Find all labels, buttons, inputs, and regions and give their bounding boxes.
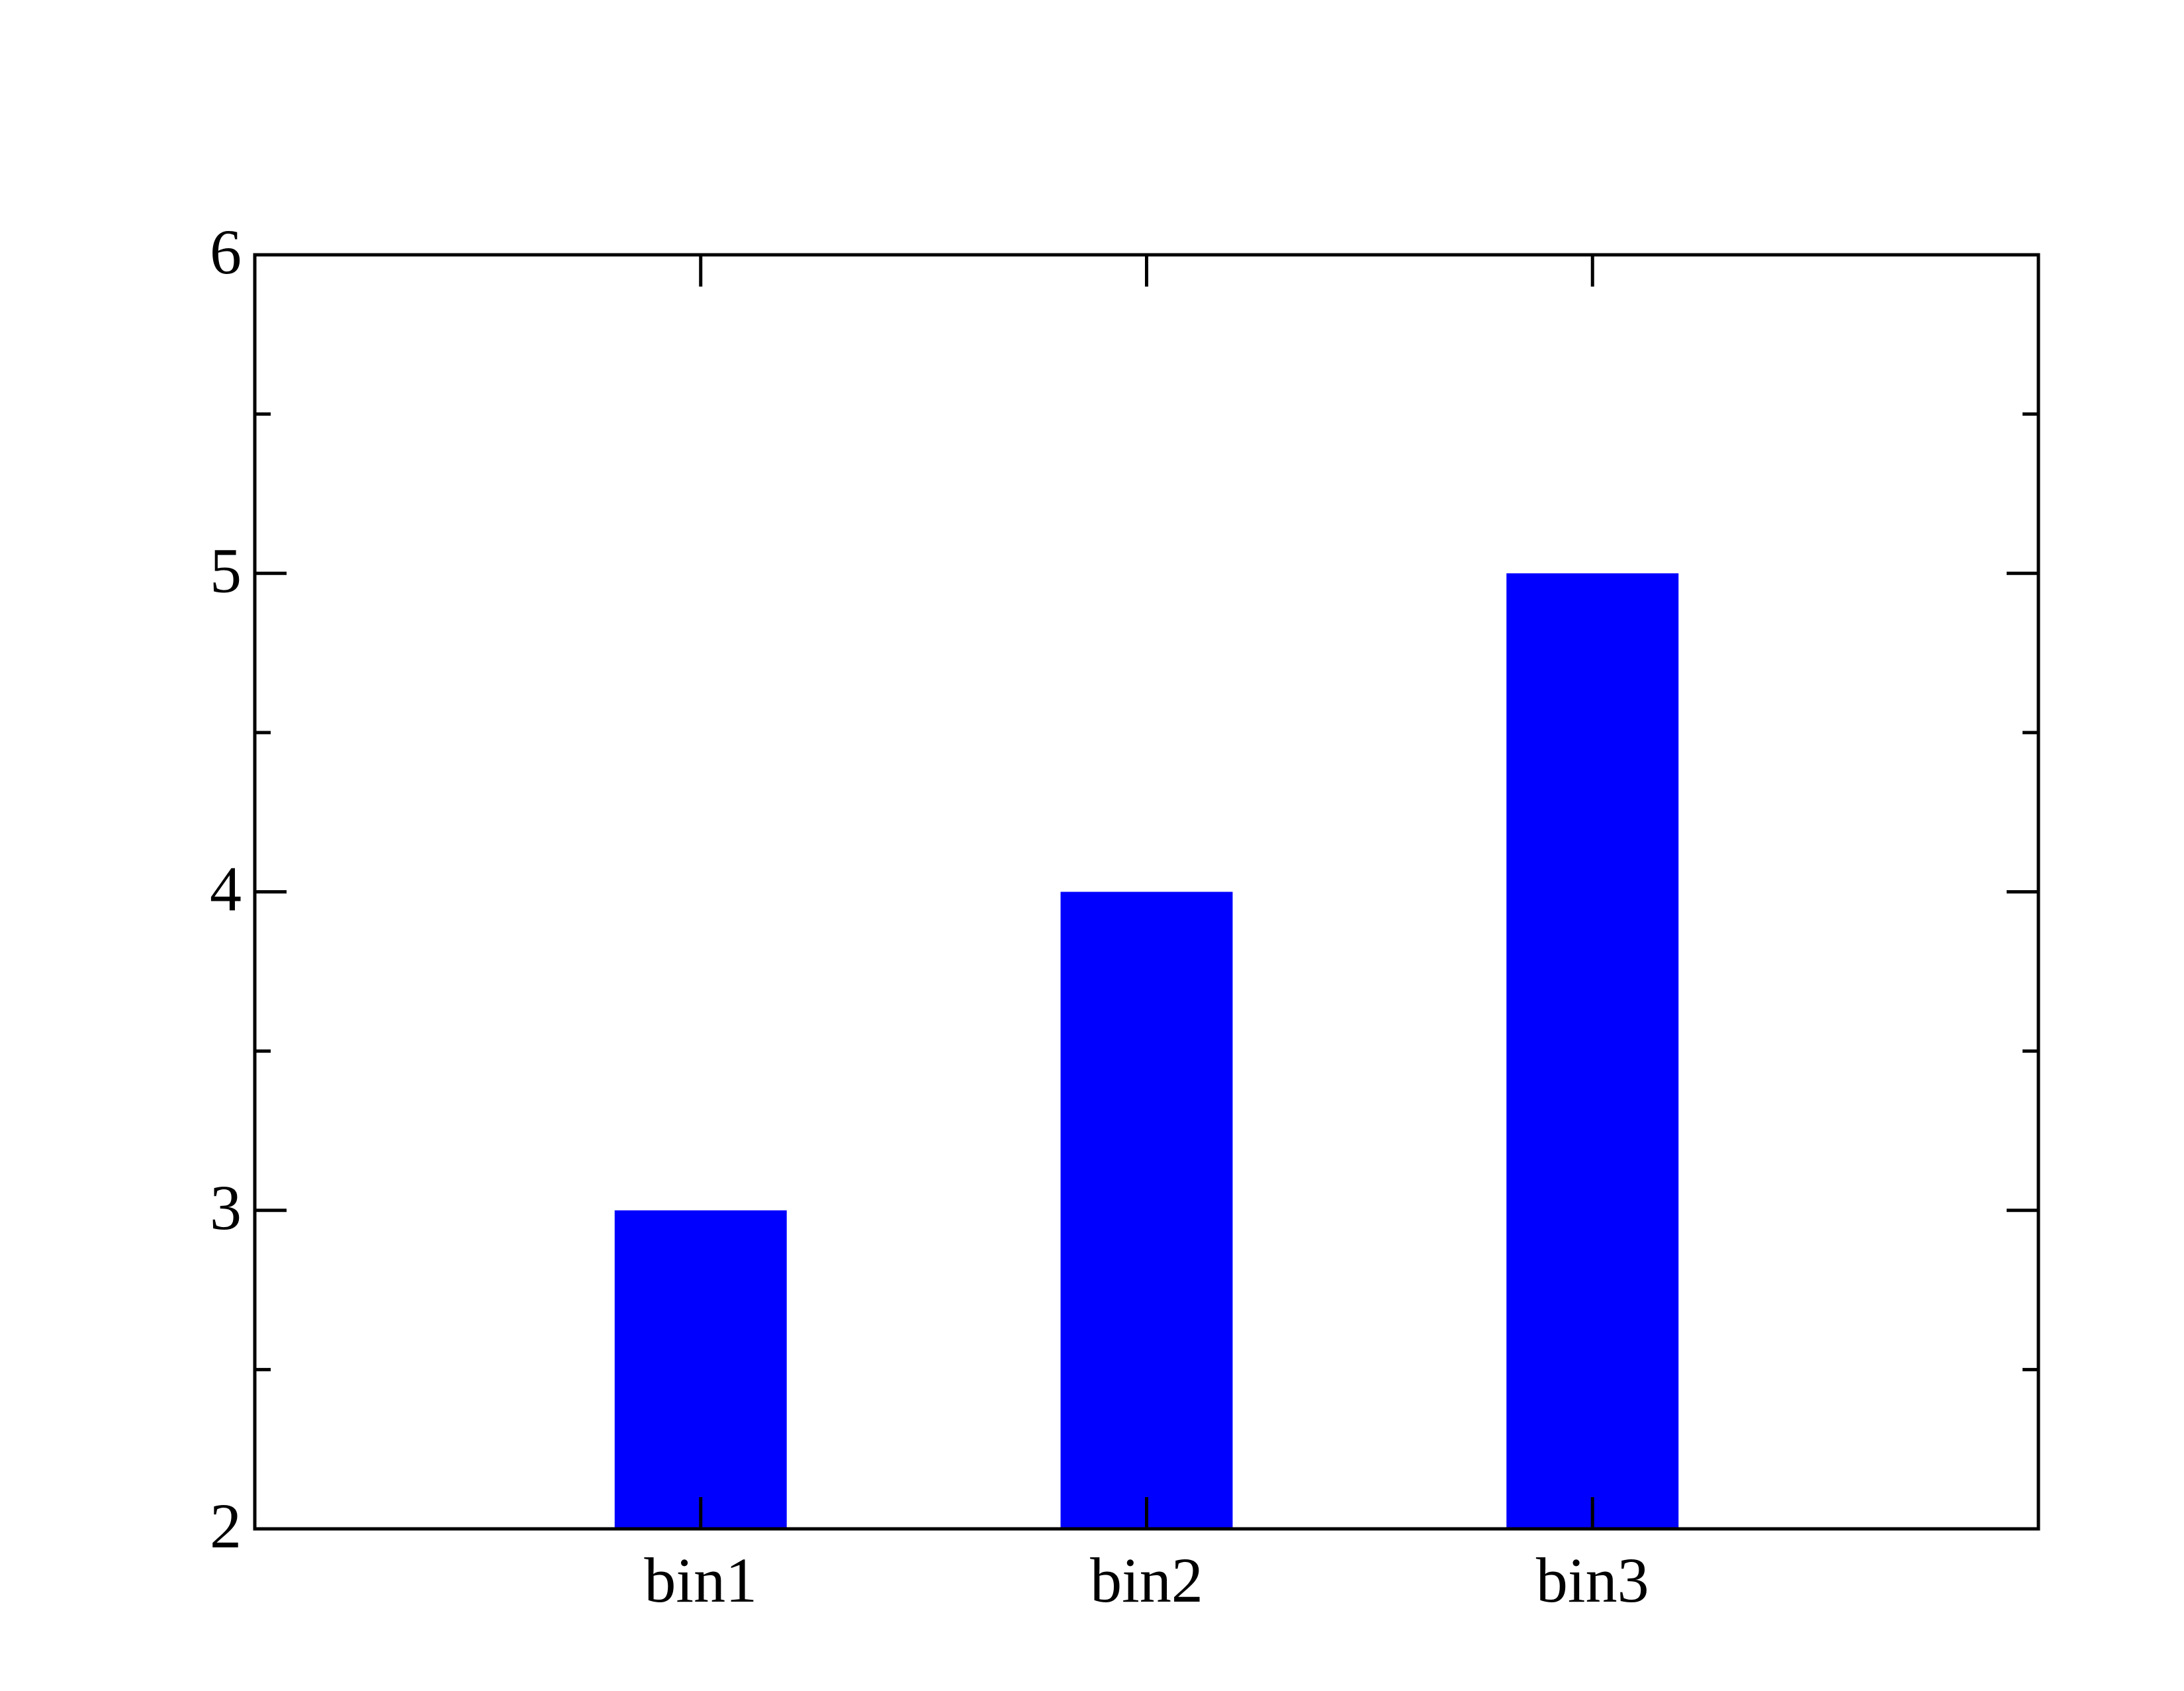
tick-labels-layer: 2 3 4 5 6 bin1 bin2 bin3 — [210, 216, 1649, 1616]
x-tick-label: bin2 — [1090, 1545, 1203, 1616]
y-tick-label: 3 — [210, 1172, 242, 1243]
x-tick-label: bin1 — [644, 1545, 757, 1616]
bar-bin3 — [1506, 573, 1679, 1529]
y-tick-label: 6 — [210, 216, 242, 287]
x-tick-label: bin3 — [1536, 1545, 1649, 1616]
bars-layer — [614, 573, 1679, 1529]
y-tick-label: 5 — [210, 535, 242, 606]
ticks-layer — [255, 253, 2038, 1531]
bar-bin1 — [614, 1210, 787, 1529]
bar-bin2 — [1060, 891, 1233, 1529]
y-tick-label: 4 — [210, 854, 242, 925]
y-tick-label: 2 — [210, 1490, 242, 1561]
